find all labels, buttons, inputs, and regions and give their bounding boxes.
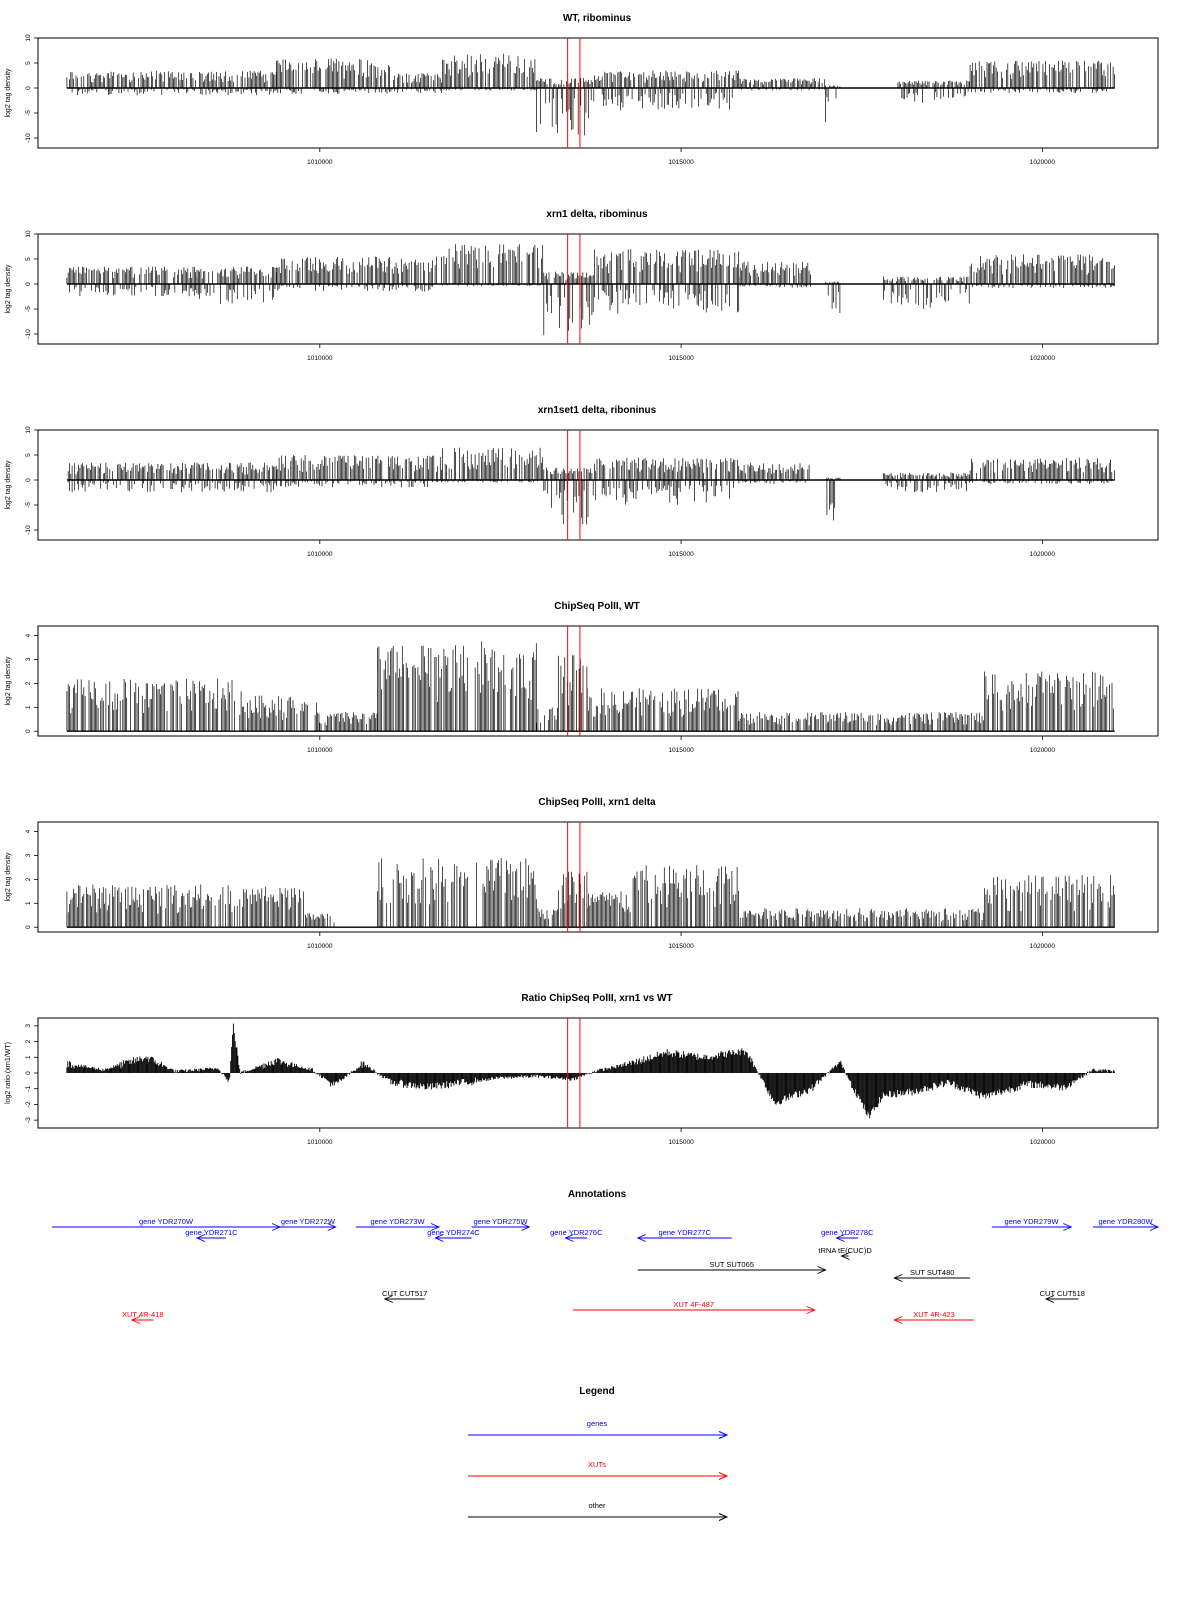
data-bars [66, 641, 1114, 732]
y-tick-label: 5 [25, 257, 32, 261]
chart-panel-4: ChipSeq PolII, WT 4 3 2 1 0 log2 tag density 10… [5, 601, 1159, 754]
y-tick-label: -3 [25, 1117, 32, 1123]
y-tick-label: -5 [25, 306, 32, 312]
x-tick-label: 1015000 [668, 355, 694, 362]
x-tick-label: 1010000 [307, 355, 333, 362]
x-tick-label: 1015000 [668, 943, 694, 950]
chart-title: xrn1set1 delta, riboninus [538, 405, 657, 416]
chart-panel-1: WT, ribominus 10 5 0 -5 -10 log2 tag density 10… [5, 13, 1159, 166]
y-axis-label: log2 tag density [5, 264, 12, 314]
y-tick-label: -10 [25, 525, 32, 535]
y-axis-label: log2 tag density [5, 460, 12, 510]
y-axis-label: log2 ratio (xrn1/WT) [5, 1042, 12, 1104]
data-bars [66, 53, 1115, 136]
y-tick-label: 4 [25, 633, 32, 637]
y-tick-label: 3 [25, 853, 32, 857]
x-tick-label: 1015000 [668, 551, 694, 558]
y-tick-label: 2 [25, 681, 32, 685]
plot-frame [37, 625, 1159, 737]
ratio-bars [66, 1023, 1115, 1119]
y-axis-label: log2 tag density [5, 852, 12, 902]
x-tick-label: 1015000 [668, 159, 694, 166]
y-tick-label: 0 [25, 478, 32, 482]
y-tick-label: 3 [25, 1024, 32, 1028]
y-tick-label: -5 [25, 110, 32, 116]
y-tick-label: -2 [25, 1101, 32, 1107]
x-tick-label: 1010000 [307, 159, 333, 166]
x-tick-label: 1015000 [668, 1139, 694, 1146]
data-bars [66, 244, 1115, 335]
x-tick-label: 1020000 [1030, 159, 1056, 166]
y-tick-label: 2 [25, 877, 32, 881]
y-tick-label: 10 [25, 34, 32, 42]
plot-frame [37, 821, 1159, 933]
plot-frame [37, 429, 1159, 541]
y-tick-label: 10 [25, 230, 32, 238]
x-tick-label: 1010000 [307, 1139, 333, 1146]
x-tick-label: 1020000 [1030, 747, 1056, 754]
y-tick-label: 3 [25, 657, 32, 661]
chart-title: Ratio ChipSeq PolII, xrn1 vs WT [521, 993, 672, 1004]
y-tick-label: 1 [25, 705, 32, 709]
plot-frame [37, 233, 1159, 345]
x-tick-label: 1010000 [307, 943, 333, 950]
y-tick-label: 5 [25, 61, 32, 65]
chart-title: ChipSeq PolII, WT [554, 601, 640, 612]
chart-title: ChipSeq PolII, xrn1 delta [538, 797, 656, 808]
chart-panel-5: ChipSeq PolII, xrn1 delta 4 3 2 1 0 log2 tag d… [5, 797, 1159, 950]
y-tick-label: 0 [25, 1071, 32, 1075]
y-tick-label: -1 [25, 1085, 32, 1091]
chart-title: WT, ribominus [563, 13, 632, 24]
y-tick-label: 0 [25, 925, 32, 929]
x-tick-label: 1010000 [307, 551, 333, 558]
y-axis-label: log2 tag density [5, 656, 12, 706]
plot-frame [37, 37, 1159, 149]
x-tick-label: 1020000 [1030, 551, 1056, 558]
y-tick-label: 2 [25, 1039, 32, 1043]
x-tick-label: 1020000 [1030, 355, 1056, 362]
chart-panel-ratio: Ratio ChipSeq PolII, xrn1 vs WT 3 2 1 0 -1 -2 -… [5, 993, 1159, 1146]
y-tick-label: 0 [25, 282, 32, 286]
y-tick-label: -5 [25, 502, 32, 508]
data-bars [67, 447, 1115, 527]
y-tick-label: -10 [25, 133, 32, 143]
y-axis-label: log2 tag density [5, 68, 12, 118]
y-tick-label: 10 [25, 426, 32, 434]
chart-title: xrn1 delta, ribominus [546, 209, 648, 220]
chart-panel-2: xrn1 delta, ribominus 10 5 0 -5 -10 log2 tag d… [5, 209, 1159, 362]
chart-panel-3: xrn1set1 delta, riboninus 10 5 0 -5 -10 log2 t… [5, 405, 1159, 558]
x-tick-label: 1020000 [1030, 1139, 1056, 1146]
y-tick-label: 0 [25, 729, 32, 733]
data-bars [66, 857, 1115, 928]
y-tick-label: 1 [25, 901, 32, 905]
x-tick-label: 1015000 [668, 747, 694, 754]
x-tick-label: 1020000 [1030, 943, 1056, 950]
y-tick-label: -10 [25, 329, 32, 339]
y-tick-label: 5 [25, 453, 32, 457]
x-tick-label: 1010000 [307, 747, 333, 754]
y-tick-label: 1 [25, 1055, 32, 1059]
y-tick-label: 4 [25, 829, 32, 833]
y-tick-label: 0 [25, 86, 32, 90]
